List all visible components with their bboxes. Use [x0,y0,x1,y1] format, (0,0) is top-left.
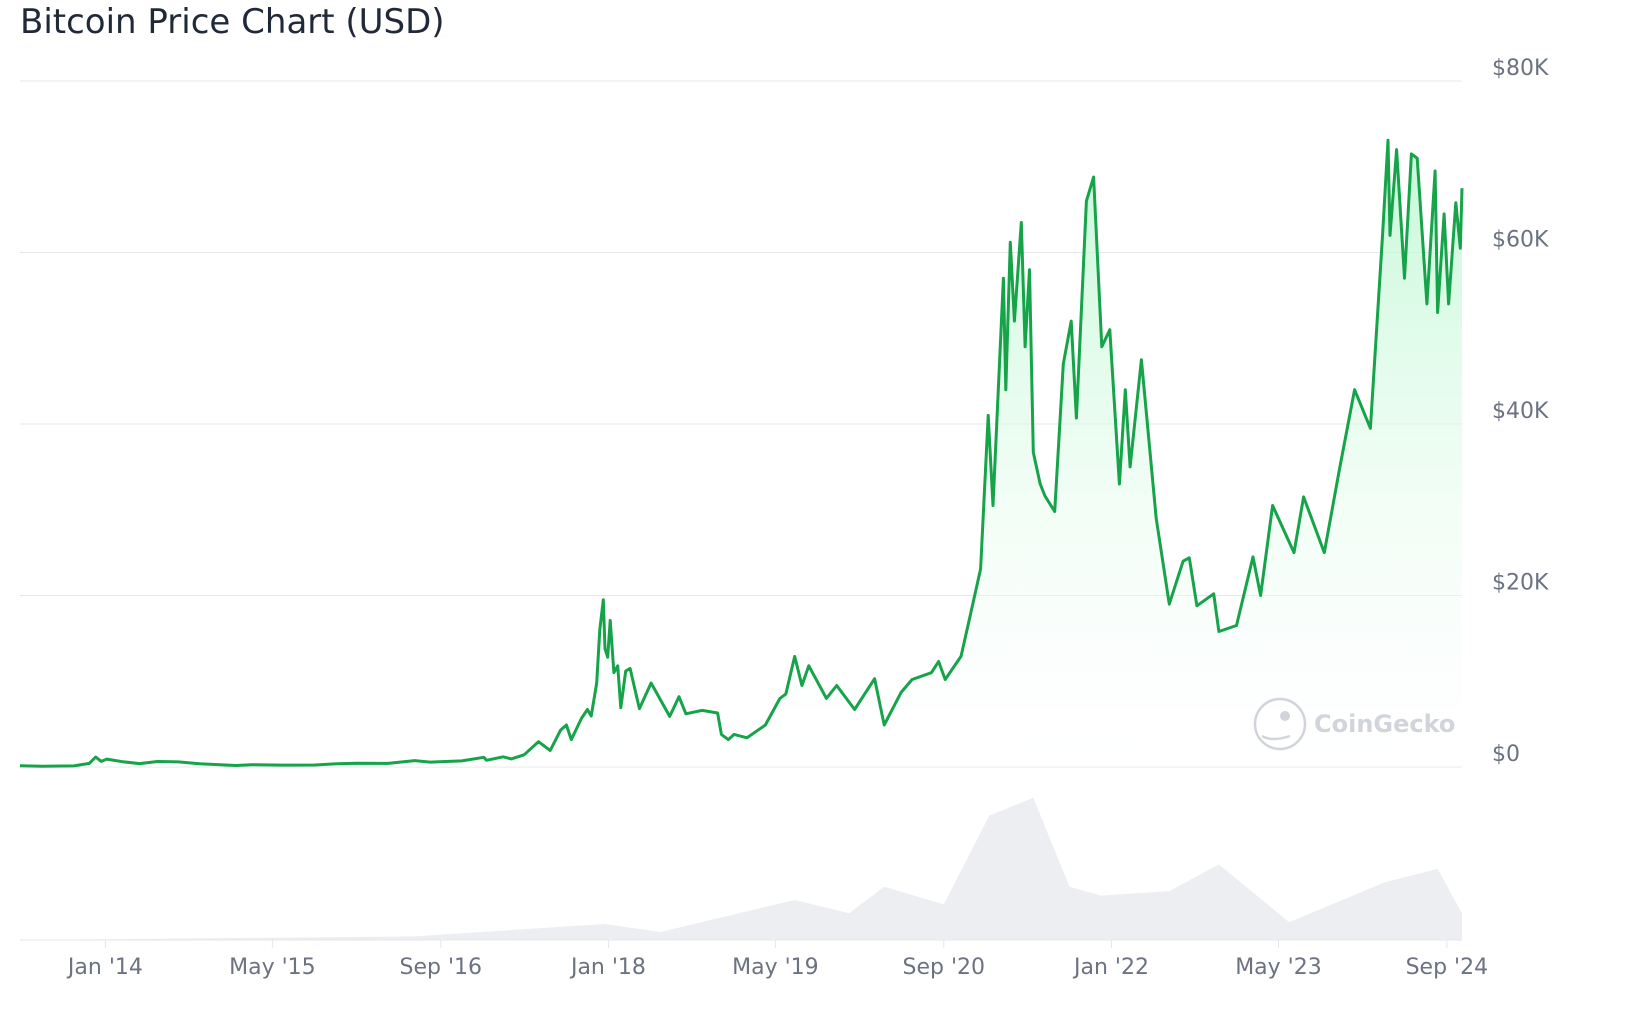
volume-series-area [20,797,1462,940]
x-tick-label: Jan '14 [66,955,143,980]
y-tick-label: $20K [1492,571,1549,596]
x-tick-label: Jan '22 [1072,955,1149,980]
coingecko-watermark: CoinGecko [1253,697,1455,751]
volume-area [20,797,1462,940]
x-tick-label: Sep '20 [903,955,986,980]
chart-title: Bitcoin Price Chart (USD) [20,2,445,42]
x-tick-label: Sep '16 [400,955,483,980]
y-axis-ticks: $0 $20K $40K $60K $80K [1492,56,1549,767]
price-line [19,138,1464,768]
y-tick-label: $60K [1492,228,1549,253]
price-area [20,140,1462,767]
gecko-logo-icon [1253,697,1307,751]
y-tick-label: $40K [1492,399,1549,424]
y-tick-label: $0 [1492,742,1520,767]
price-series-line [19,138,1464,768]
watermark-label: CoinGecko [1314,710,1455,738]
x-axis-ticks: Jan '14 May '15 Sep '16 Jan '18 May '19 Sep '… [66,940,1488,980]
grid-lines [20,80,1462,941]
x-tick-label: Sep '24 [1406,955,1489,980]
x-tick-label: May '19 [732,955,819,980]
price-area-fill [20,140,1462,767]
x-tick-label: May '23 [1235,955,1322,980]
x-tick-label: Jan '18 [569,955,646,980]
x-tick-label: May '15 [229,955,316,980]
y-tick-label: $80K [1492,56,1549,81]
